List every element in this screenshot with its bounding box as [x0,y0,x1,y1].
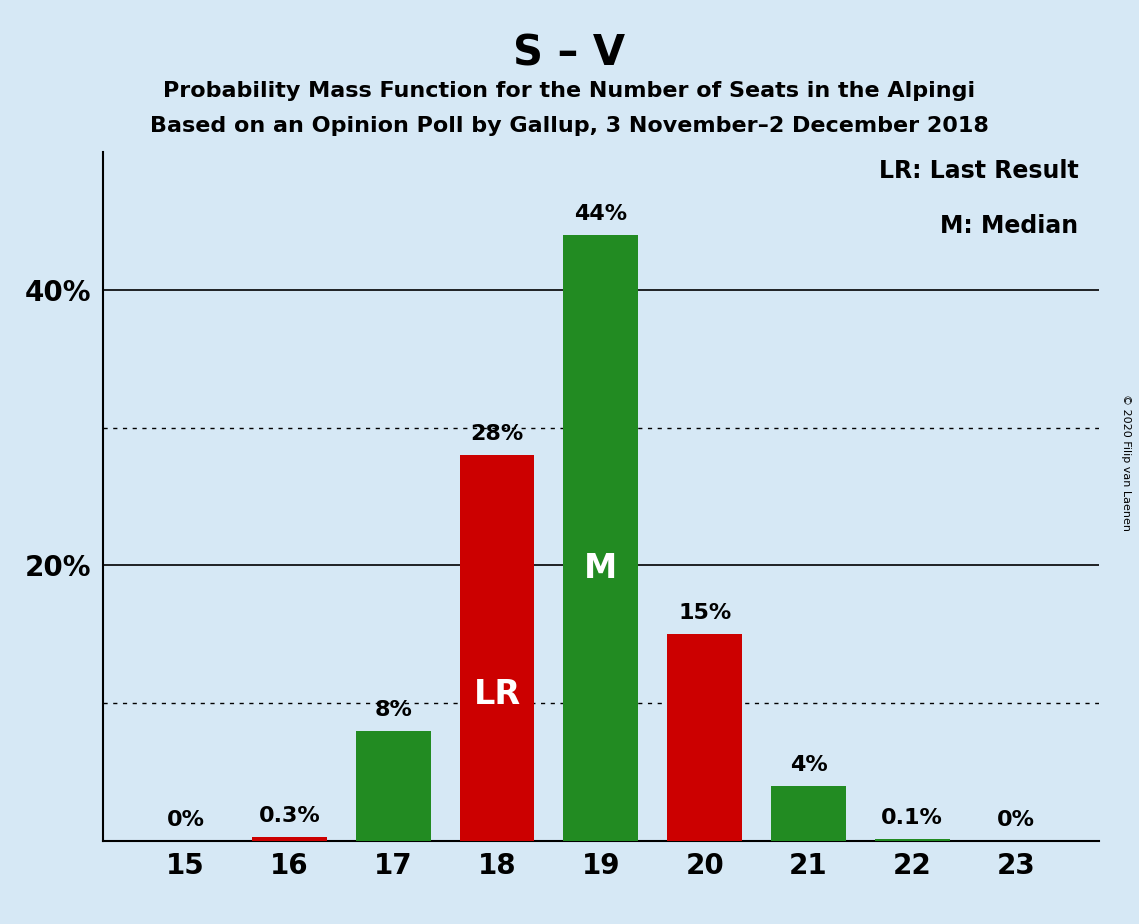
Text: 0.1%: 0.1% [882,808,943,829]
Text: M: M [584,552,617,585]
Text: M: Median: M: Median [941,214,1079,238]
Text: 4%: 4% [789,755,827,774]
Text: 0.3%: 0.3% [259,806,320,826]
Text: Based on an Opinion Poll by Gallup, 3 November–2 December 2018: Based on an Opinion Poll by Gallup, 3 No… [150,116,989,136]
Text: © 2020 Filip van Laenen: © 2020 Filip van Laenen [1121,394,1131,530]
Text: 0%: 0% [166,809,205,830]
Bar [252,837,327,841]
Text: LR: Last Result: LR: Last Result [878,159,1079,183]
Bar [564,235,638,841]
Text: 44%: 44% [574,204,628,224]
Text: S – V: S – V [514,32,625,74]
Text: 15%: 15% [678,603,731,624]
Bar [355,731,431,841]
Bar [771,785,846,841]
Text: Probability Mass Function for the Number of Seats in the Alpingi: Probability Mass Function for the Number… [163,81,976,102]
Bar [667,634,741,841]
Bar [875,840,950,841]
Text: 0%: 0% [997,809,1035,830]
Text: 28%: 28% [470,424,524,444]
Text: LR: LR [474,678,521,711]
Bar [460,456,534,841]
Text: 8%: 8% [375,699,412,720]
